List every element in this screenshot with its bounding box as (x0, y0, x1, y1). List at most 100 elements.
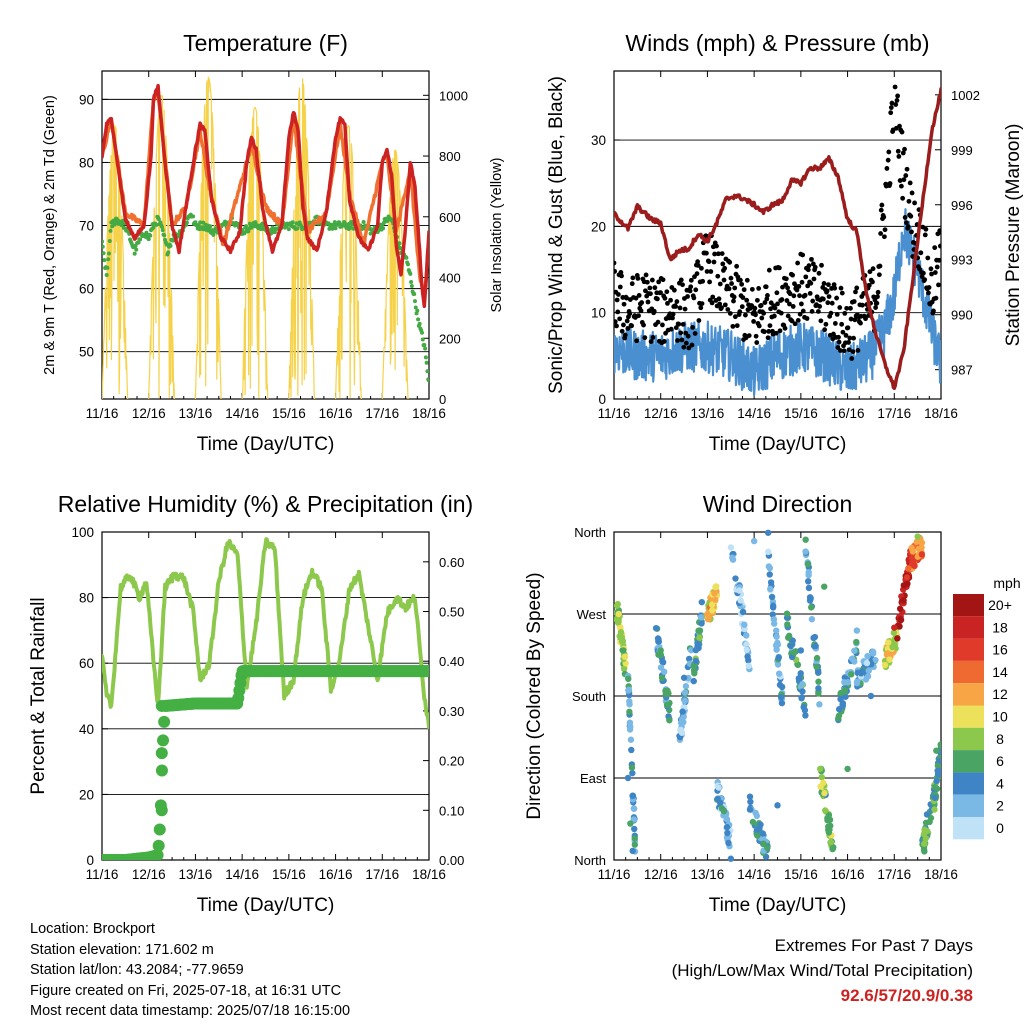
gust-point (900, 195, 906, 201)
direction-point (799, 680, 806, 688)
plot-frame (613, 70, 942, 400)
x-tick-label: 15/16 (272, 867, 306, 882)
gust-point (843, 332, 849, 338)
gust-point (918, 250, 924, 256)
direction-point (760, 840, 767, 847)
pressure-line (614, 87, 941, 391)
direction-point (909, 548, 917, 555)
panel-title: Relative Humidity (%) & Precipitation (i… (58, 491, 473, 517)
gust-point (643, 288, 648, 294)
gust-point (838, 285, 844, 291)
direction-point (663, 701, 671, 709)
gust-point (675, 338, 680, 343)
dewpoint-point (348, 225, 353, 230)
direction-point (817, 783, 824, 790)
gust-point (889, 100, 895, 106)
direction-point (627, 736, 635, 743)
y-tick-label: North (574, 853, 606, 868)
x-tick-label: 17/16 (877, 867, 911, 882)
dewpoint-point (106, 257, 111, 262)
colorbar-swatch (953, 683, 984, 706)
gust-point (625, 326, 631, 331)
gust-point (792, 321, 798, 327)
y2-tick-label: 0.40 (439, 654, 464, 669)
gust-point (636, 313, 641, 319)
dewpoint-point (211, 232, 216, 237)
gust-point (682, 306, 688, 312)
direction-point (784, 621, 791, 628)
solar-insolation-line (335, 125, 362, 399)
dewpoint-point (290, 220, 295, 225)
y-tick-label: 0 (86, 853, 94, 868)
gust-point (802, 292, 808, 298)
gust-point (739, 304, 745, 310)
gust-point (787, 291, 793, 297)
colorbar-swatch (953, 616, 984, 639)
dewpoint-point (412, 291, 417, 296)
dewpoint-point (108, 228, 113, 233)
x-axis-label: Time (Day/UTC) (709, 895, 847, 916)
gust-point (634, 338, 640, 344)
gust-point (783, 276, 789, 282)
gust-point (859, 302, 865, 308)
direction-point (680, 674, 688, 681)
gust-point (834, 311, 840, 317)
direction-point (881, 661, 889, 669)
dewpoint-point (270, 225, 275, 230)
x-tick-label: 13/16 (179, 867, 213, 882)
gust-point (761, 329, 767, 335)
direction-point (624, 774, 632, 782)
gust-point (648, 339, 654, 344)
gust-point (894, 98, 900, 103)
y-tick-label: 0 (598, 392, 606, 407)
direction-point (802, 536, 809, 543)
gust-point (700, 278, 706, 284)
gust-point (731, 298, 736, 304)
gust-point (785, 285, 790, 291)
direction-point (799, 688, 806, 695)
dewpoint-point (333, 226, 338, 231)
gust-point (774, 290, 780, 296)
gust-point (629, 281, 635, 287)
gust-point (938, 229, 941, 235)
gust-point (754, 340, 760, 345)
gust-point (639, 300, 645, 305)
gust-point (804, 316, 810, 321)
y-tick-label: 80 (79, 155, 94, 170)
x-tick-label: 13/16 (691, 867, 725, 882)
direction-point (769, 611, 776, 618)
gust-point (714, 243, 719, 249)
gust-point (821, 296, 826, 302)
gust-point (641, 322, 646, 328)
gust-point (695, 263, 701, 268)
direction-point (659, 658, 666, 665)
gust-point (752, 305, 758, 311)
gust-point (660, 277, 666, 283)
temp-2m-line (102, 83, 429, 309)
dewpoint-point (242, 231, 247, 236)
dewpoint-point (162, 233, 167, 238)
gust-point (789, 318, 795, 324)
y-tick-label: 100 (71, 525, 94, 540)
gust-point (896, 154, 902, 159)
direction-point (744, 653, 751, 660)
gust-point (677, 305, 683, 311)
gust-point (665, 300, 670, 306)
direction-point (864, 652, 871, 660)
direction-point (775, 670, 783, 677)
gust-point (828, 310, 834, 316)
gust-point (717, 301, 723, 307)
direction-point (631, 841, 639, 848)
direction-point (749, 818, 757, 826)
direction-point (715, 784, 722, 791)
dewpoint-point (191, 214, 196, 219)
direction-point (802, 548, 809, 555)
direction-point (712, 596, 719, 603)
direction-point (765, 548, 772, 556)
dewpoint-point (198, 220, 203, 225)
direction-point (626, 701, 633, 708)
y-tick-label: 60 (79, 282, 94, 297)
gust-point (799, 279, 805, 285)
direction-point (764, 529, 772, 536)
direction-point (704, 615, 712, 623)
